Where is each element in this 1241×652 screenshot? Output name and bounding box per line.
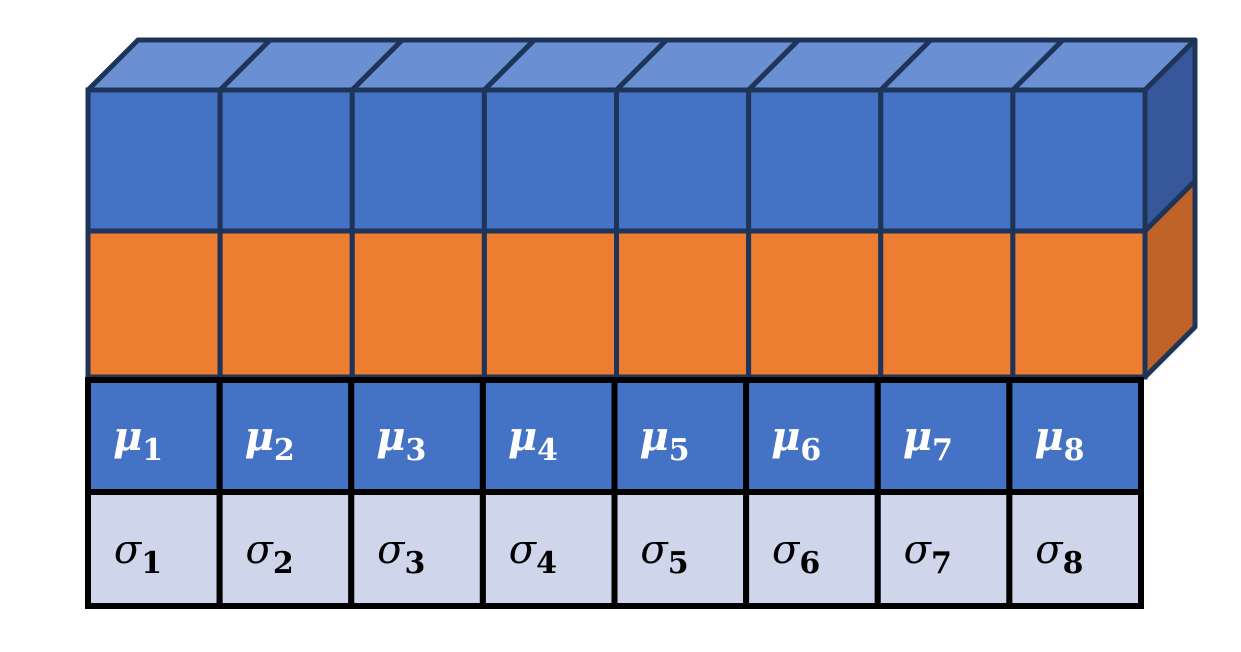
block-cell-orange-7 bbox=[878, 228, 1016, 380]
block-cell-blue-2 bbox=[217, 87, 355, 234]
sigma-label-3: σ3 bbox=[377, 527, 425, 581]
sigma-label-6: σ6 bbox=[772, 527, 820, 581]
block-cell-orange-1 bbox=[85, 228, 223, 380]
sigma-label-4: σ4 bbox=[509, 527, 557, 581]
block-cell-blue-8 bbox=[1010, 87, 1148, 234]
sigma-cell-5 bbox=[611, 489, 750, 609]
parameter-table: μ1 μ2 μ3 μ4 μ5 μ6 μ7 μ8 σ1 σ2 σ3 σ4 σ5 σ6 σ7 σ8 bbox=[85, 377, 1144, 609]
block-cell-blue-6 bbox=[746, 87, 884, 234]
mu-label-7: μ7 bbox=[903, 413, 953, 468]
sigma-label-8: σ8 bbox=[1035, 527, 1083, 581]
sigma-label-2: σ2 bbox=[246, 527, 294, 581]
block-cell-blue-4 bbox=[481, 87, 619, 234]
mu-label-6: μ6 bbox=[771, 413, 821, 468]
mu-label-4: μ4 bbox=[508, 413, 558, 468]
sigma-label-7: σ7 bbox=[904, 527, 952, 581]
block-cell-orange-6 bbox=[746, 228, 884, 380]
block-cell-blue-7 bbox=[878, 87, 1016, 234]
stacked-block-3d bbox=[85, 37, 1198, 380]
sigma-cell-2 bbox=[216, 489, 355, 609]
mu-cell-4 bbox=[479, 377, 618, 495]
block-cell-orange-2 bbox=[217, 228, 355, 380]
block-cell-orange-8 bbox=[1010, 228, 1148, 380]
block-cell-orange-3 bbox=[349, 228, 487, 380]
mu-cell-8 bbox=[1006, 377, 1144, 495]
mu-cell-6 bbox=[743, 377, 881, 495]
mu-label-2: μ2 bbox=[245, 413, 295, 468]
sigma-cell-8 bbox=[1006, 489, 1144, 609]
sigma-cell-7 bbox=[874, 489, 1013, 609]
block-cell-orange-4 bbox=[481, 228, 619, 380]
mu-label-1: μ1 bbox=[113, 413, 163, 468]
mu-label-3: μ3 bbox=[376, 413, 426, 468]
block-cell-orange-5 bbox=[614, 228, 752, 380]
block-cell-blue-3 bbox=[349, 87, 487, 234]
block-cell-blue-1 bbox=[85, 87, 223, 234]
mu-label-5: μ5 bbox=[639, 413, 689, 468]
sigma-cell-3 bbox=[348, 489, 486, 609]
mu-cell-3 bbox=[348, 377, 486, 495]
sigma-label-1: σ1 bbox=[114, 527, 162, 581]
sigma-label-5: σ5 bbox=[640, 527, 688, 581]
mu-label-8: μ8 bbox=[1034, 413, 1084, 468]
mu-cell-5 bbox=[611, 377, 750, 495]
block-cell-blue-5 bbox=[614, 87, 752, 234]
